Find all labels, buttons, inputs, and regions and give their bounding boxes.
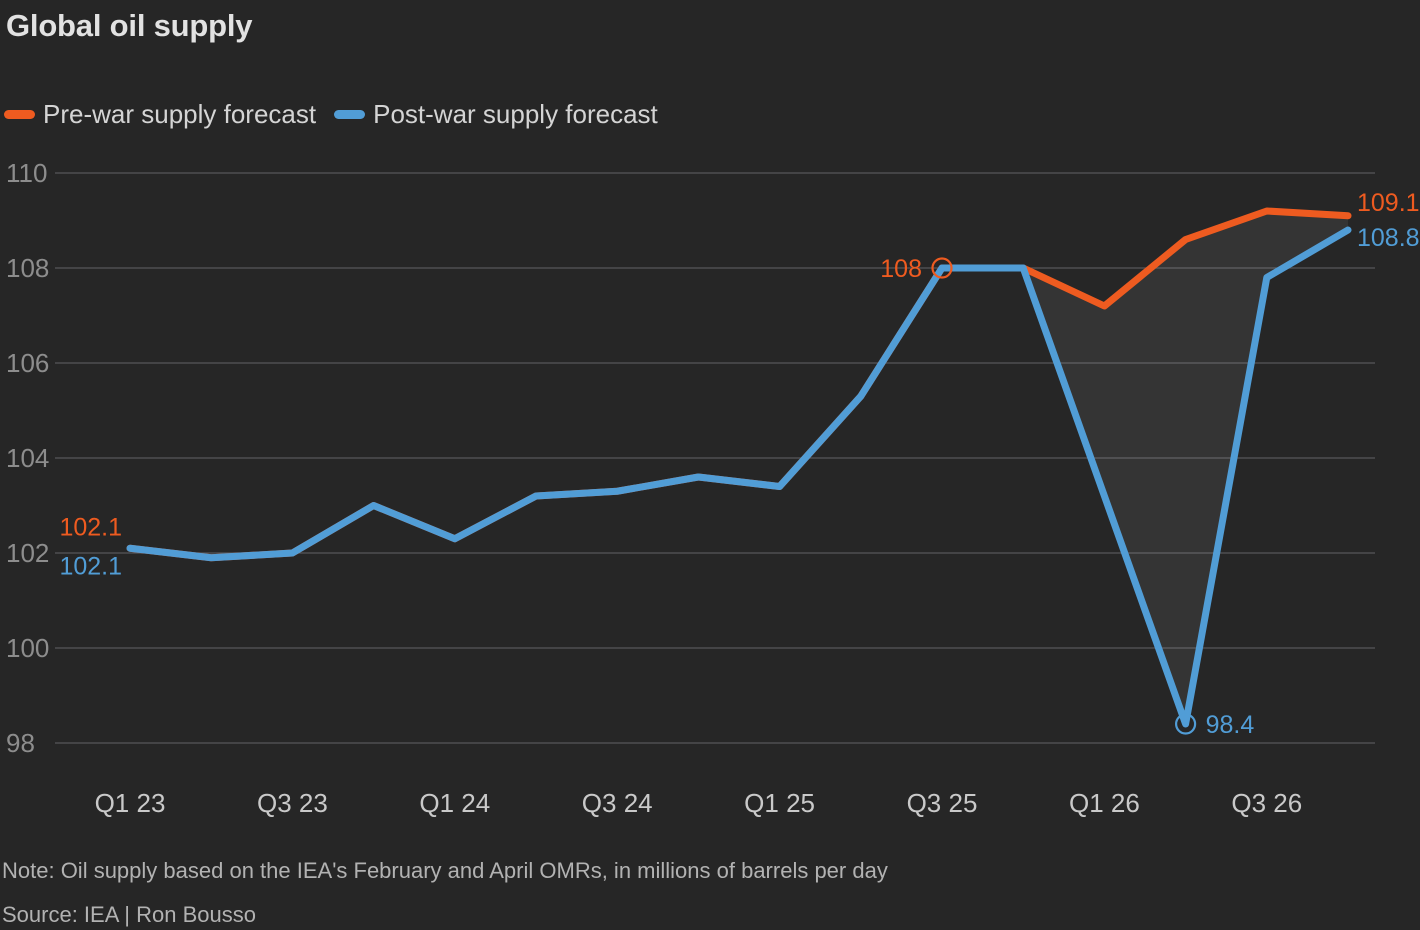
post-war-line <box>126 226 1352 728</box>
legend-label-post-war: Post-war supply forecast <box>373 99 658 129</box>
post-war-line-swatch <box>334 110 366 119</box>
x-tick-label: Q3 26 <box>1231 788 1302 818</box>
x-tick-label: Q1 26 <box>1069 788 1140 818</box>
legend-label-pre-war: Pre-war supply forecast <box>43 99 317 129</box>
legend-item-pre-war: Pre-war supply forecast <box>4 99 316 130</box>
x-tick-label: Q3 24 <box>582 788 653 818</box>
value-label: 102.1 <box>59 552 122 580</box>
data-point-marker <box>931 257 953 279</box>
value-label: 102.1 <box>59 513 122 541</box>
legend: Pre-war supply forecast Post-war supply … <box>4 99 658 130</box>
x-tick-label: Q3 23 <box>257 788 328 818</box>
y-tick-label: 104 <box>6 443 49 473</box>
y-tick-label: 108 <box>6 253 49 283</box>
y-tick-label: 100 <box>6 633 49 663</box>
legend-item-post-war: Post-war supply forecast <box>334 99 658 130</box>
chart-source: Source: IEA | Ron Bousso <box>2 902 256 927</box>
y-tick-label: 110 <box>6 158 47 188</box>
value-label: 98.4 <box>1206 711 1255 739</box>
area-between-forecasts <box>942 211 1348 724</box>
x-tick-label: Q3 25 <box>907 788 978 818</box>
page-title: Global oil supply <box>6 8 253 43</box>
x-tick-label: Q1 23 <box>95 788 166 818</box>
y-tick-label: 106 <box>6 348 49 378</box>
chart-note: Note: Oil supply based on the IEA's Febr… <box>2 858 888 883</box>
data-point-marker <box>1174 713 1197 735</box>
value-label: 108.8 <box>1357 224 1420 252</box>
x-tick-label: Q1 25 <box>744 788 815 818</box>
y-tick-label: 98 <box>6 728 35 758</box>
x-tick-label: Q1 24 <box>419 788 490 818</box>
y-tick-label: 102 <box>6 538 49 568</box>
pre-war-line-swatch <box>4 110 35 119</box>
value-label: 108 <box>880 255 922 283</box>
value-label: 109.1 <box>1357 189 1420 217</box>
